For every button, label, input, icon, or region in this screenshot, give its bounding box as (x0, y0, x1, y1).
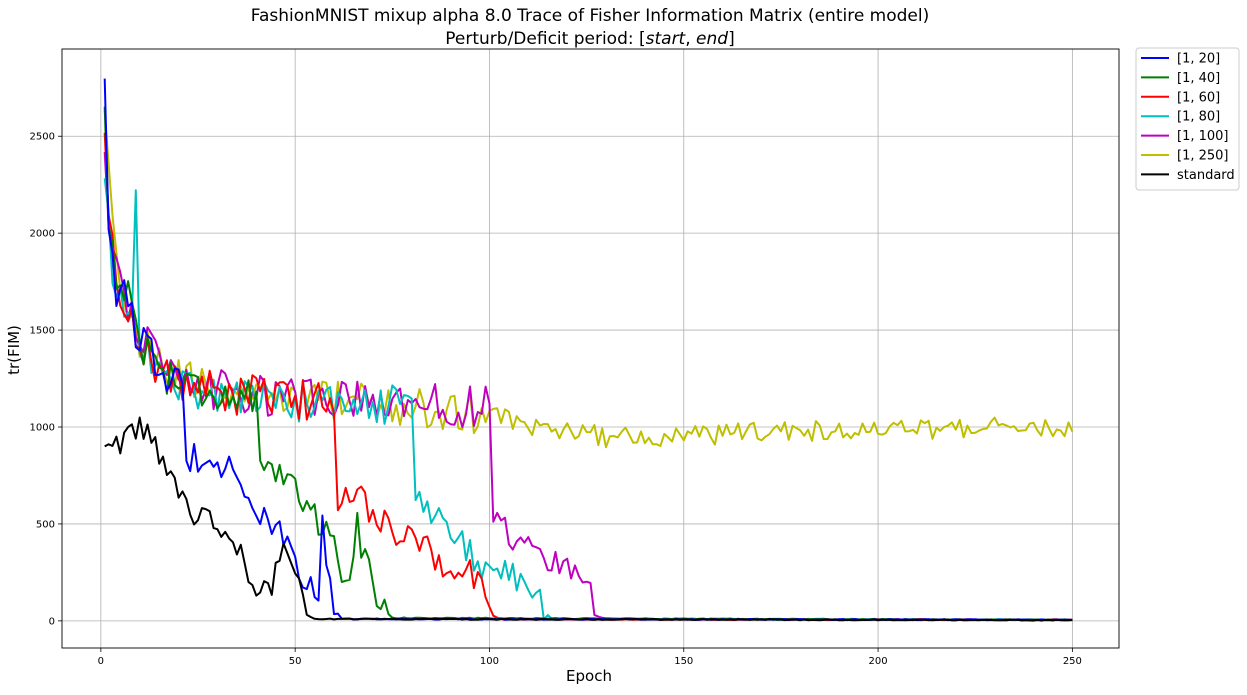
legend-label: [1, 100] (1177, 129, 1229, 144)
y-tick-label: 0 (49, 616, 55, 627)
x-axis-label: Epoch (566, 667, 612, 685)
y-tick-label: 1500 (30, 326, 55, 337)
x-tick-label: 250 (1063, 656, 1082, 667)
x-tick-label: 0 (98, 656, 104, 667)
legend-label: [1, 20] (1177, 52, 1220, 67)
y-tick-label: 2000 (30, 229, 55, 240)
legend-label: [1, 250] (1177, 149, 1229, 164)
axes-frame (61, 48, 1120, 649)
series-lines (103, 78, 1074, 622)
legend: [1, 20] [1, 40] [1, 60] [1, 80] [1, 100] [1, … (1135, 47, 1240, 191)
chart-subtitle: Perturb/Deficit period: [start, end] (445, 29, 734, 49)
chart-title: FashionMNIST mixup alpha 8.0 Trace of Fi… (251, 6, 930, 26)
legend-label: [1, 60] (1177, 90, 1220, 105)
x-tick-label: 50 (289, 656, 302, 667)
y-tick-label: 500 (36, 519, 55, 530)
grid-lines (62, 49, 1119, 648)
x-tick-label: 150 (674, 656, 693, 667)
y-tick-label: 2500 (30, 132, 55, 143)
x-tick-label: 100 (480, 656, 499, 667)
series-line (104, 416, 1073, 622)
legend-label: [1, 80] (1177, 110, 1220, 125)
y-tick-label: 1000 (30, 423, 55, 434)
legend-label: [1, 40] (1177, 71, 1220, 86)
y-axis-label: tr(FIM) (5, 325, 23, 375)
legend-label: standard (1177, 168, 1235, 183)
x-tick-label: 200 (869, 656, 888, 667)
